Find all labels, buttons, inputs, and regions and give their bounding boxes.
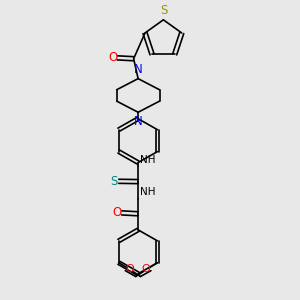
Text: O: O (142, 264, 151, 274)
Text: S: S (160, 4, 168, 16)
Text: O: O (108, 51, 117, 64)
Text: N: N (134, 63, 142, 76)
Text: NH: NH (140, 155, 156, 165)
Text: O: O (112, 206, 122, 219)
Text: O: O (126, 264, 134, 274)
Text: S: S (110, 175, 117, 188)
Text: NH: NH (140, 188, 156, 197)
Text: N: N (134, 115, 142, 128)
